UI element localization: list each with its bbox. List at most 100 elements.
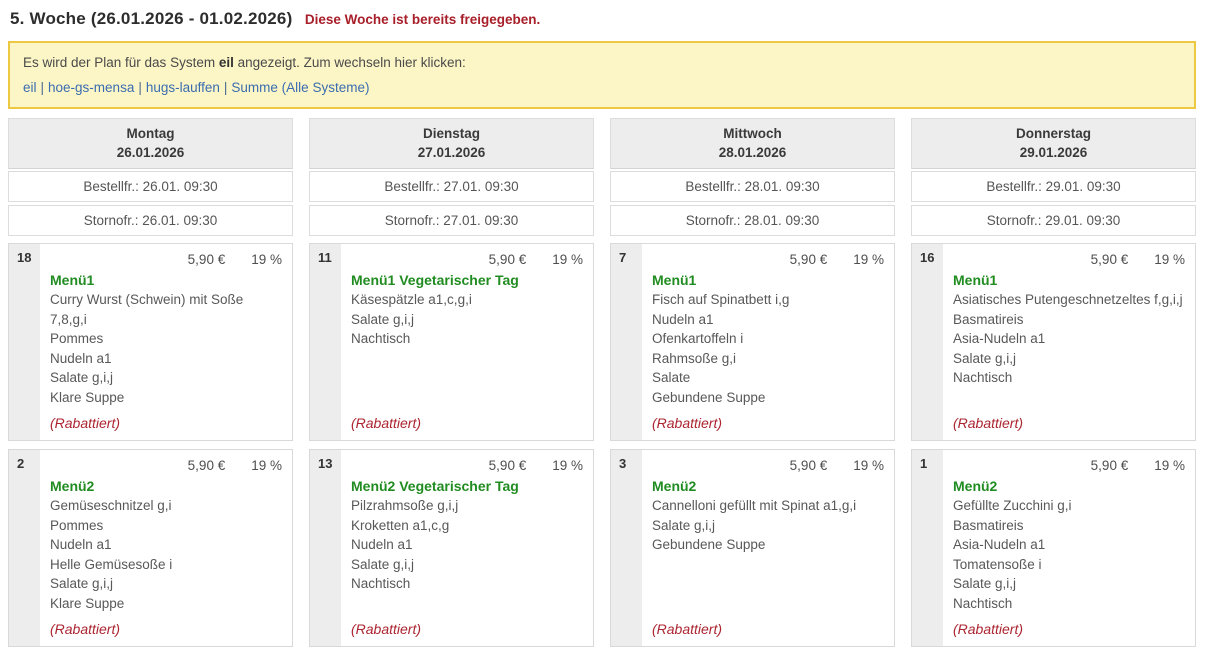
menu-item: Nachtisch <box>953 595 1013 611</box>
released-notice: Diese Woche ist bereits freigegeben. <box>304 12 541 27</box>
menu-tax: 19 % <box>853 252 884 267</box>
menu-item: Gebundene Suppe <box>652 537 766 552</box>
menu-item: Salate g,i,j <box>351 556 415 572</box>
day-header-mittwoch: Mittwoch 28.01.2026 <box>610 118 895 169</box>
day-header-donnerstag: Donnerstag 29.01.2026 <box>911 118 1196 169</box>
menu-count: 7 <box>611 244 642 440</box>
menu-item: Pommes <box>50 517 104 533</box>
week-title-row: 5. Woche (26.01.2026 - 01.02.2026) Diese… <box>8 9 1196 29</box>
menu-item: Salate g,i,j <box>652 517 716 533</box>
system-link-eil[interactable]: eil <box>23 80 37 95</box>
menu-item: Ofenkartoffeln i <box>652 331 744 346</box>
menu-item: Curry Wurst (Schwein) mit Soße 7,8,g,i <box>50 292 244 327</box>
system-link-summe[interactable]: Summe (Alle Systeme) <box>231 80 370 95</box>
menu-item: Fisch auf Spinatbett i,g <box>652 292 790 307</box>
discount-note: (Rabattiert) <box>652 415 723 431</box>
menu-item: Käsespätzle a1,c,g,i <box>351 292 472 307</box>
cancel-deadline: Stornofr.: 28.01. 09:30 <box>610 205 895 236</box>
menu-item: Pilzrahmsoße g,i,j <box>351 498 459 513</box>
menu-card-montag-menu1: 18 5,90 € 19 % Menü1 Curry Wurst (Schwei… <box>8 243 293 441</box>
order-deadline: Bestellfr.: 28.01. 09:30 <box>610 171 895 202</box>
menu-card-dienstag-menu2: 13 5,90 € 19 % Menü2 Vegetarischer Tag P… <box>309 449 594 647</box>
menu-count: 13 <box>310 450 341 646</box>
system-links: eil | hoe-gs-mensa | hugs-lauffen | Summe (All… <box>23 80 1181 95</box>
menu-tax: 19 % <box>251 458 282 473</box>
discount-note: (Rabattiert) <box>953 415 1024 431</box>
menu-count: 16 <box>912 244 943 440</box>
menu2-row: 2 5,90 € 19 % Menü2 Gemüseschnitzel g,i … <box>8 449 1196 647</box>
menu-price: 5,90 € <box>789 252 828 267</box>
menu-title: Menü1 <box>652 272 697 288</box>
discount-note: (Rabattiert) <box>351 415 422 431</box>
discount-note: (Rabattiert) <box>50 621 121 637</box>
menu-item: Klare Suppe <box>50 595 125 611</box>
menu-item: Rahmsoße g,i <box>652 350 737 366</box>
menu-item: Nudeln a1 <box>50 537 112 552</box>
menu-item: Tomatensoße i <box>953 556 1042 572</box>
menu-count: 11 <box>310 244 341 440</box>
cancel-deadline: Stornofr.: 29.01. 09:30 <box>911 205 1196 236</box>
menu-item: Nachtisch <box>351 331 411 346</box>
order-deadline-row: Bestellfr.: 26.01. 09:30 Bestellfr.: 27.… <box>8 171 1196 202</box>
system-link-hoe-gs-mensa[interactable]: hoe-gs-mensa <box>48 80 135 95</box>
menu-count: 3 <box>611 450 642 646</box>
menu-item: Nudeln a1 <box>652 311 714 327</box>
menu-item: Salate g,i,j <box>953 576 1017 591</box>
menu-tax: 19 % <box>552 458 583 473</box>
menu-card-mittwoch-menu2: 3 5,90 € 19 % Menü2 Cannelloni gefüllt m… <box>610 449 895 647</box>
menu-item: Salate g,i,j <box>351 311 415 327</box>
menu-item: Salate g,i,j <box>50 576 114 591</box>
day-date: 26.01.2026 <box>116 145 185 160</box>
menu-item: Basmatireis <box>953 311 1024 327</box>
menu-price: 5,90 € <box>488 458 527 473</box>
menu-title: Menü1 <box>953 272 998 288</box>
menu-title: Menü1 <box>50 272 95 288</box>
day-name: Montag <box>126 126 175 141</box>
menu-item: Asiatisches Putengeschnetzeltes f,g,i,j <box>953 292 1183 307</box>
menu-price: 5,90 € <box>789 458 828 473</box>
link-separator: | <box>40 80 45 95</box>
menu-title: Menü1 Vegetarischer Tag <box>351 272 519 288</box>
menu-tax: 19 % <box>1154 252 1185 267</box>
menu-item: Pommes <box>50 331 104 346</box>
menu-count: 2 <box>9 450 40 646</box>
menu-tax: 19 % <box>1154 458 1185 473</box>
menu-card-mittwoch-menu1: 7 5,90 € 19 % Menü1 Fisch auf Spinatbett… <box>610 243 895 441</box>
menu-item: Asia-Nudeln a1 <box>953 331 1046 346</box>
menu-price: 5,90 € <box>1090 252 1129 267</box>
current-system-name: eil <box>218 55 234 70</box>
menu-price: 5,90 € <box>1090 458 1129 473</box>
menu-item: Gefüllte Zucchini g,i <box>953 498 1072 513</box>
menu-item: Kroketten a1,c,g <box>351 517 450 533</box>
day-name: Dienstag <box>422 126 480 141</box>
menu-item: Helle Gemüsesoße i <box>50 556 173 572</box>
day-date: 28.01.2026 <box>718 145 787 160</box>
system-banner: Es wird der Plan für das System eil ange… <box>8 41 1196 109</box>
banner-text-after: angezeigt. Zum wechseln hier klicken: <box>237 55 466 70</box>
menu-price: 5,90 € <box>488 252 527 267</box>
menu-price: 5,90 € <box>187 252 226 267</box>
page-title: 5. Woche (26.01.2026 - 01.02.2026) <box>10 9 293 28</box>
menu-item: Asia-Nudeln a1 <box>953 537 1046 552</box>
menu1-row: 18 5,90 € 19 % Menü1 Curry Wurst (Schwei… <box>8 243 1196 441</box>
order-deadline: Bestellfr.: 27.01. 09:30 <box>309 171 594 202</box>
system-link-hugs-lauffen[interactable]: hugs-lauffen <box>145 80 220 95</box>
day-header-montag: Montag 26.01.2026 <box>8 118 293 169</box>
menu-count: 1 <box>912 450 943 646</box>
menu-item: Salate g,i,j <box>953 350 1017 366</box>
menu-title: Menü2 <box>953 478 998 494</box>
link-separator: | <box>138 80 142 95</box>
menu-title: Menü2 <box>50 478 95 494</box>
discount-note: (Rabattiert) <box>953 621 1024 637</box>
menu-item: Klare Suppe <box>50 389 125 405</box>
banner-text-before: Es wird der Plan für das System <box>23 55 216 70</box>
menu-item: Gebundene Suppe <box>652 389 766 405</box>
discount-note: (Rabattiert) <box>50 415 121 431</box>
day-name: Mittwoch <box>723 126 782 141</box>
cancel-deadline: Stornofr.: 27.01. 09:30 <box>309 205 594 236</box>
menu-item: Gemüseschnitzel g,i <box>50 498 172 513</box>
menu-item: Salate <box>652 370 691 385</box>
menu-tax: 19 % <box>853 458 884 473</box>
menu-count: 18 <box>9 244 40 440</box>
